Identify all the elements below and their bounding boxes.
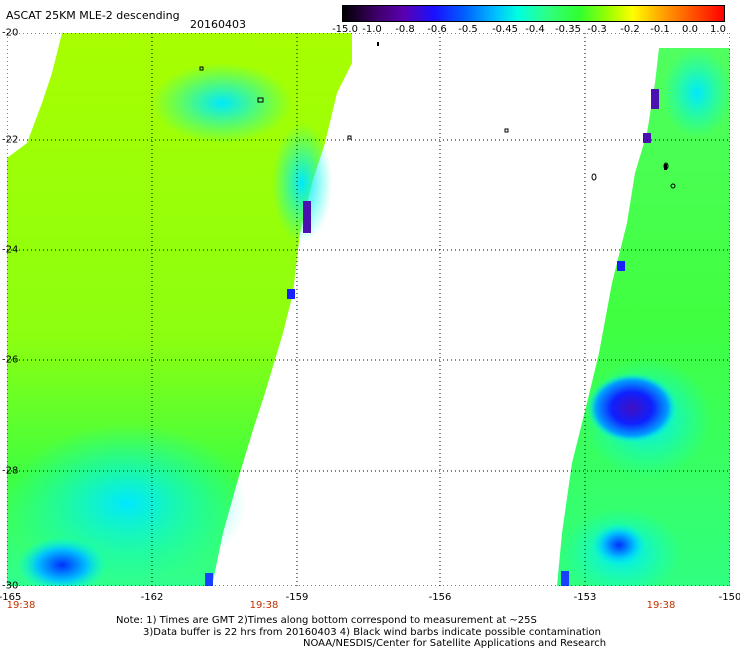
colorbar-tick: -0.2: [620, 24, 640, 35]
lat-label: -22: [2, 134, 19, 146]
island-marker: [377, 42, 379, 46]
low-value-region: [591, 523, 647, 567]
lat-label: -20: [2, 27, 19, 39]
cyan-region: [662, 48, 730, 138]
cyan-region: [272, 123, 332, 243]
lon-label: -165: [0, 592, 22, 603]
colorbar-tick: -0.4: [525, 24, 545, 35]
lon-label: -156: [428, 592, 452, 603]
colorbar-tick: -0.45: [492, 24, 518, 35]
low-value-region: [643, 133, 651, 143]
colorbar-tick: 0.0: [682, 24, 698, 35]
colorbar-tick: -0.35: [555, 24, 581, 35]
cyan-region: [152, 63, 292, 143]
colorbar-tick: -0.5: [458, 24, 478, 35]
swath-map: [7, 33, 730, 586]
note-line-3: NOAA/NESDIS/Center for Satellite Applica…: [303, 638, 607, 649]
lat-label: -26: [2, 354, 19, 366]
colorbar: [342, 5, 725, 22]
low-value-region: [561, 571, 569, 586]
note-line-1: Note: 1) Times are GMT 2)Times along bot…: [116, 615, 537, 626]
island-marker: [664, 164, 667, 170]
colorbar-tick: -0.6: [427, 24, 447, 35]
colorbar-tick: -0.3: [587, 24, 607, 35]
note-line-2: 3)Data buffer is 22 hrs from 20160403 4)…: [143, 627, 601, 638]
graticule: [7, 33, 730, 586]
map-date: 20160403: [190, 18, 246, 31]
low-value-region: [287, 289, 295, 299]
low-value-region: [651, 89, 659, 109]
time-label: 19:38: [249, 600, 279, 611]
colorbar-tick: 1.0: [710, 24, 726, 35]
lat-label: -30: [2, 580, 19, 592]
colorbar-tick: -15.0: [332, 24, 358, 35]
lat-label: -28: [2, 465, 19, 477]
low-value-region: [587, 373, 677, 443]
lon-label: -153: [573, 592, 597, 603]
low-value-region: [303, 201, 311, 233]
lat-label: -24: [2, 244, 19, 256]
lon-label: -150: [718, 592, 740, 603]
low-value-region: [205, 573, 213, 586]
lon-label: -162: [140, 592, 164, 603]
colorbar-tick: -0.8: [395, 24, 415, 35]
low-value-region: [617, 261, 625, 271]
lon-label: -159: [285, 592, 309, 603]
time-label: 19:38: [646, 600, 676, 611]
low-value-region: [17, 537, 107, 586]
colorbar-tick: -1.0: [362, 24, 382, 35]
map-title: ASCAT 25KM MLE-2 descending: [6, 9, 180, 22]
colorbar-tick: -0.1: [650, 24, 670, 35]
time-label: 19:38: [6, 600, 36, 611]
